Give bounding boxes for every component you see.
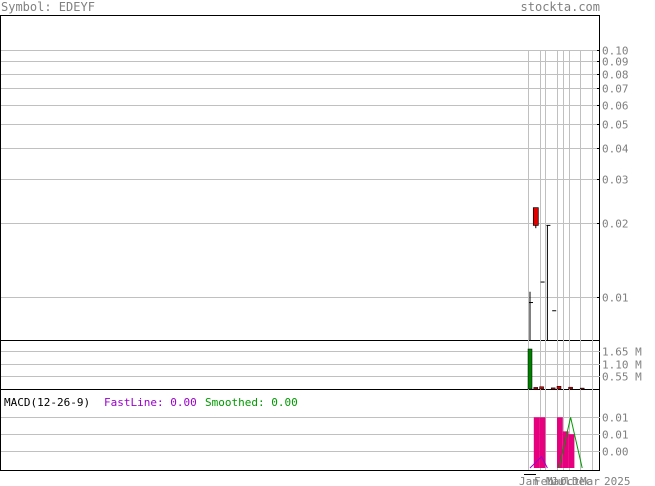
volume-bar [533,387,539,390]
price-tick-label: 0.05 [602,119,629,132]
price-tick-label: 0.07 [602,83,629,96]
price-tick-label: 0.03 [602,174,629,187]
price-tick-label: 0.02 [602,218,629,231]
macd-marks [529,417,583,469]
symbol-label: Symbol: EDEYF [1,0,95,14]
macd-fastline [529,455,548,469]
site-label[interactable]: stockta.com [520,0,600,14]
volume-bar [527,348,533,390]
price-candles [529,207,557,340]
price-tick-label: 0.08 [602,69,629,82]
x-axis-label: Jan [519,475,539,486]
x-axis-label: Dec [572,475,592,486]
volume-bar [556,386,562,390]
macd-tick-label: 0.01 [602,412,629,425]
price-tick-label: 0.09 [602,56,629,69]
grid-lines [1,50,600,452]
vertical-grid-lines [528,50,593,470]
volume-bars [527,348,585,390]
price-panel-frame [0,15,600,341]
macd-title: MACD(12-26-9) [4,396,90,409]
x-axis-label: Oct [560,475,580,486]
axis-tick-labels: 0.100.090.080.07 0.06 0.05 0.04 0.03 0.02 0.01… [602,45,642,459]
x-axis-label: Feb [534,475,554,486]
macd-histogram-bar [562,431,569,468]
price-tick-label: 0.01 [602,292,629,305]
volume-bar [579,387,585,390]
candle-body [532,207,539,226]
macd-histogram-bar [539,417,546,468]
macd-tick-label: 0.01 [602,429,629,442]
volume-tick-label: 1.65 M [602,346,642,359]
macd-histogram-bar [557,417,563,468]
macd-tick-label: 0.00 [602,446,629,459]
price-tick-label: 0.06 [602,100,629,113]
x-axis-label: Jul [551,475,571,486]
volume-bar [568,386,573,390]
volume-bar [539,386,544,390]
volume-tick-label: 0.55 M [602,371,642,384]
x-axis-label: 2025 [604,475,631,486]
price-tick-label: 0.10 [602,45,629,58]
macd-panel-frame [0,389,600,471]
macd-fastline-label: FastLine: 0.00 [104,396,197,409]
volume-bar [550,387,556,390]
macd-smoothed-line [558,417,583,469]
macd-histogram-bar [568,434,575,468]
volume-tick-label: 1.10 M [602,359,642,372]
x-axis-label: Mar [580,475,600,486]
macd-smoothed-label: Smoothed: 0.00 [205,396,298,409]
x-axis-label: Mar [546,475,566,486]
macd-histogram-bar [533,417,540,468]
price-tick-label: 0.04 [602,143,629,156]
